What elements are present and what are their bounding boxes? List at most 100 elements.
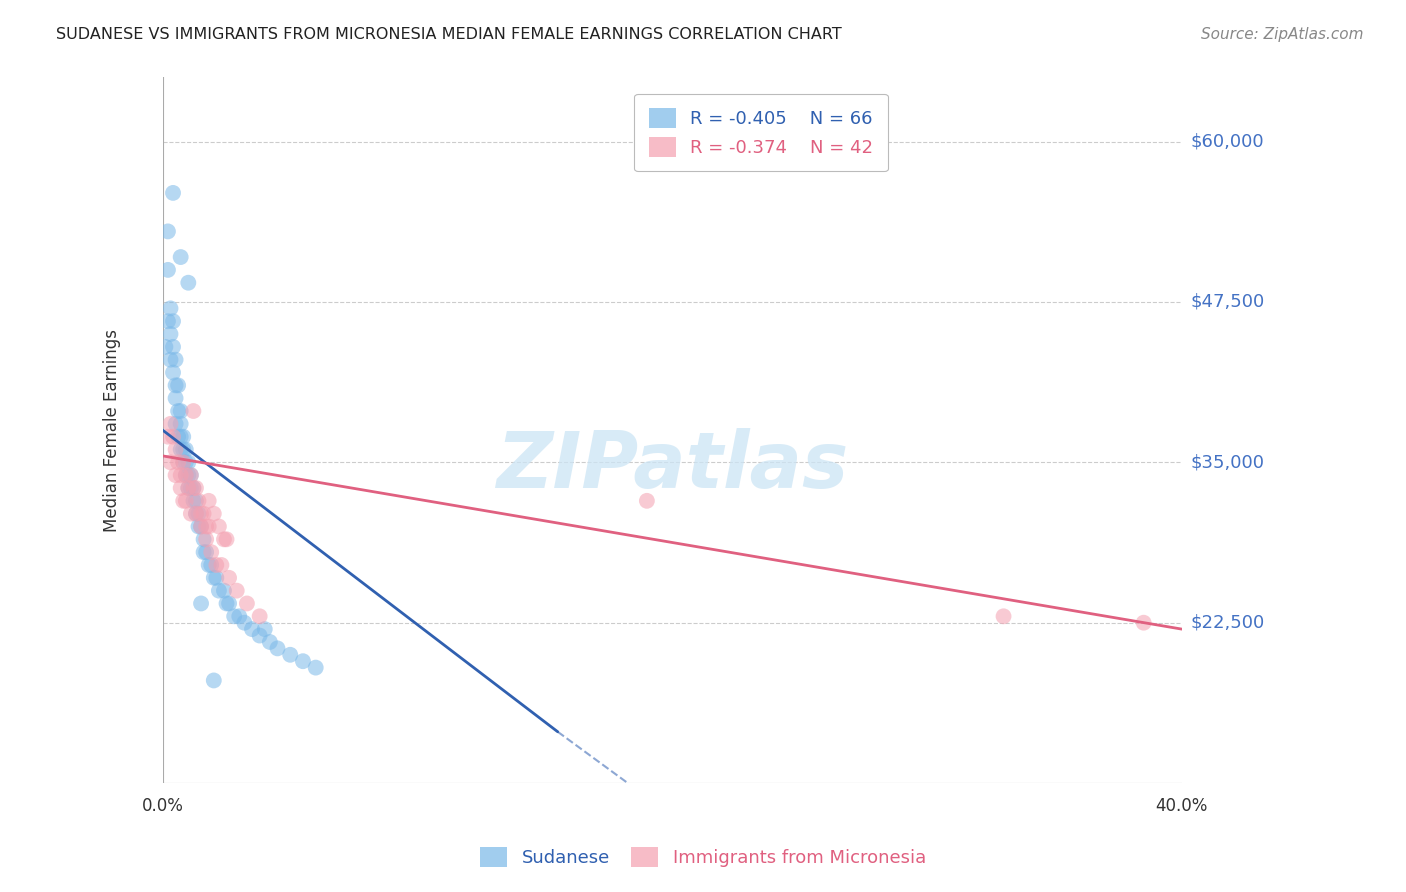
Point	[170, 468, 193, 483]
Point	[202, 507, 225, 521]
Text: Median Female Earnings: Median Female Earnings	[103, 329, 121, 532]
Point	[193, 507, 215, 521]
Point	[162, 340, 184, 354]
Point	[174, 455, 197, 469]
Point	[249, 628, 271, 642]
Point	[184, 507, 207, 521]
Point	[170, 417, 193, 431]
Point	[183, 481, 205, 495]
Point	[156, 263, 179, 277]
Point	[195, 545, 218, 559]
Point	[162, 186, 184, 200]
Point	[159, 417, 181, 431]
Point	[208, 519, 231, 533]
Point	[184, 507, 207, 521]
Point	[190, 597, 212, 611]
Point	[165, 417, 187, 431]
Point	[180, 468, 202, 483]
Point	[170, 404, 193, 418]
Point	[190, 507, 212, 521]
Point	[190, 519, 212, 533]
Point	[266, 641, 288, 656]
Point	[215, 597, 238, 611]
Point	[174, 468, 197, 483]
Point	[305, 660, 328, 674]
Point	[212, 583, 235, 598]
Text: $35,000: $35,000	[1191, 453, 1264, 471]
Point	[240, 622, 263, 636]
Point	[208, 583, 231, 598]
Legend: R = -0.405    N = 66, R = -0.374    N = 42: R = -0.405 N = 66, R = -0.374 N = 42	[634, 94, 887, 171]
Point	[172, 455, 194, 469]
Point	[172, 442, 194, 457]
Point	[156, 430, 179, 444]
Point	[205, 558, 228, 572]
Point	[218, 597, 240, 611]
Point	[172, 493, 194, 508]
Point	[253, 622, 276, 636]
Point	[224, 609, 246, 624]
Text: 40.0%: 40.0%	[1156, 797, 1208, 815]
Point	[183, 493, 205, 508]
Point	[180, 507, 202, 521]
Point	[174, 442, 197, 457]
Point	[209, 558, 232, 572]
Point	[218, 571, 240, 585]
Point	[177, 468, 200, 483]
Text: 0.0%: 0.0%	[142, 797, 184, 815]
Point	[249, 609, 271, 624]
Legend: Sudanese, Immigrants from Micronesia: Sudanese, Immigrants from Micronesia	[472, 839, 934, 874]
Point	[167, 404, 190, 418]
Text: SUDANESE VS IMMIGRANTS FROM MICRONESIA MEDIAN FEMALE EARNINGS CORRELATION CHART: SUDANESE VS IMMIGRANTS FROM MICRONESIA M…	[56, 27, 842, 42]
Point	[159, 352, 181, 367]
Point	[215, 533, 238, 547]
Point	[180, 468, 202, 483]
Point	[177, 481, 200, 495]
Point	[172, 430, 194, 444]
Point	[187, 507, 209, 521]
Point	[165, 352, 187, 367]
Point	[159, 301, 181, 316]
Point	[184, 493, 207, 508]
Point	[172, 455, 194, 469]
Point	[174, 493, 197, 508]
Point	[162, 314, 184, 328]
Point	[165, 442, 187, 457]
Text: ZIPatlas: ZIPatlas	[496, 427, 848, 504]
Point	[184, 481, 207, 495]
Point	[200, 558, 222, 572]
Point	[177, 455, 200, 469]
Point	[200, 545, 222, 559]
Point	[195, 533, 218, 547]
Point	[170, 442, 193, 457]
Point	[156, 224, 179, 238]
Point	[195, 519, 218, 533]
Point	[165, 391, 187, 405]
Point	[165, 378, 187, 392]
Point	[636, 493, 658, 508]
Point	[225, 583, 247, 598]
Point	[174, 468, 197, 483]
Point	[167, 455, 190, 469]
Point	[183, 404, 205, 418]
Point	[1132, 615, 1154, 630]
Point	[162, 366, 184, 380]
Point	[183, 481, 205, 495]
Point	[291, 654, 314, 668]
Point	[233, 615, 256, 630]
Point	[167, 430, 190, 444]
Point	[156, 314, 179, 328]
Point	[187, 493, 209, 508]
Point	[202, 673, 225, 688]
Point	[159, 326, 181, 341]
Point	[162, 430, 184, 444]
Point	[197, 519, 219, 533]
Point	[170, 481, 193, 495]
Point	[193, 533, 215, 547]
Point	[165, 468, 187, 483]
Point	[170, 250, 193, 264]
Point	[259, 635, 281, 649]
Point	[190, 519, 212, 533]
Text: $60,000: $60,000	[1191, 133, 1264, 151]
Point	[159, 455, 181, 469]
